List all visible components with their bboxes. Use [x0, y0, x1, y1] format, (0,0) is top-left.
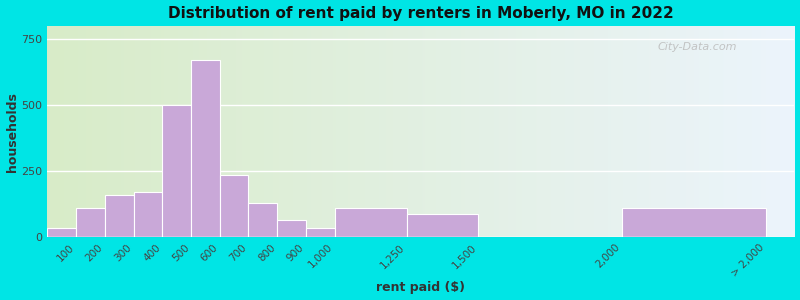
- Y-axis label: households: households: [6, 92, 18, 172]
- X-axis label: rent paid ($): rent paid ($): [376, 281, 466, 294]
- Bar: [76, 208, 105, 237]
- Bar: [191, 60, 220, 237]
- Bar: [220, 175, 249, 237]
- Bar: [134, 192, 162, 237]
- Bar: [278, 220, 306, 237]
- Bar: [47, 228, 76, 237]
- Title: Distribution of rent paid by renters in Moberly, MO in 2022: Distribution of rent paid by renters in …: [168, 6, 674, 21]
- Bar: [105, 195, 134, 237]
- Bar: [306, 228, 334, 237]
- Bar: [334, 208, 406, 237]
- Bar: [622, 208, 766, 237]
- Text: City-Data.com: City-Data.com: [658, 42, 737, 52]
- Bar: [249, 203, 278, 237]
- Bar: [406, 214, 478, 237]
- Bar: [162, 105, 191, 237]
